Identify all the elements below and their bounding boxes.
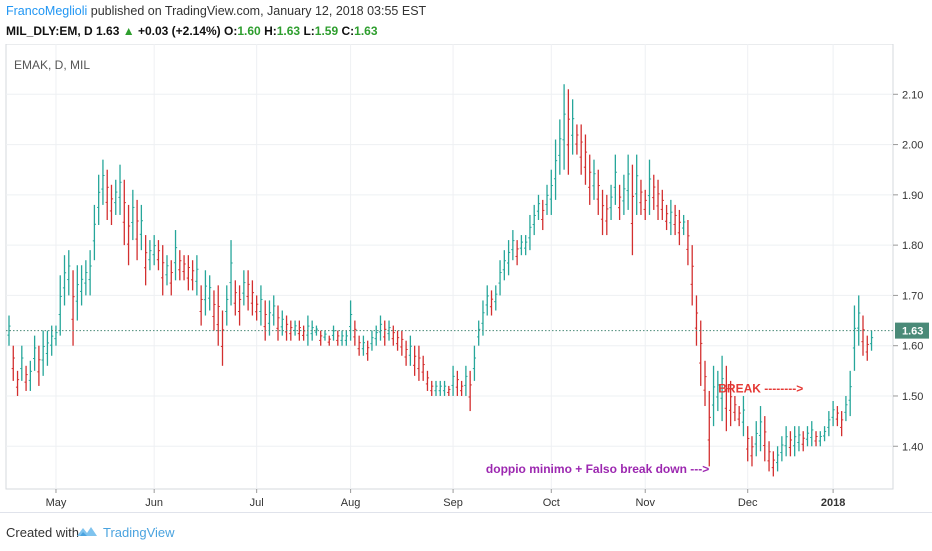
price-bars <box>7 84 874 477</box>
y-tick-label: 1.60 <box>902 341 923 353</box>
low-label: L: <box>303 24 315 38</box>
x-tick-label: May <box>46 497 67 509</box>
y-tick-label: 1.70 <box>902 290 923 302</box>
chart-annotation: doppio minimo + Falso break down ---> <box>486 462 709 476</box>
ohlc-legend: MIL_DLY:EM, D 1.63 ▲ +0.03 (+2.14%) O:1.… <box>6 24 378 38</box>
current-price-tag <box>895 322 929 339</box>
annotations: BREAK --------> doppio minimo + Falso bre… <box>6 330 893 476</box>
x-tick-label: Aug <box>341 497 361 509</box>
created-with-text: Created with <box>6 525 79 540</box>
symbol-label: MIL_DLY:EM, D <box>6 24 93 38</box>
x-tick-label: Jul <box>250 497 264 509</box>
author-link[interactable]: FrancoMeglioli <box>6 4 88 18</box>
y-tick-label: 2.10 <box>902 89 923 101</box>
change-value: +0.03 (+2.14%) <box>137 24 221 38</box>
x-tick-label: Sep <box>443 497 463 509</box>
chart-title: EMAK, D, MIL <box>14 58 90 72</box>
price-axis[interactable]: 2.10 2.00 1.90 1.80 1.70 1.60 1.50 1.40 1.63 <box>893 89 929 453</box>
low-value: 1.59 <box>314 24 339 38</box>
high-label: H: <box>264 24 277 38</box>
time-axis[interactable]: May Jun Jul Aug Sep Oct Nov Dec 2018 <box>46 489 846 509</box>
high-value: 1.63 <box>276 24 301 38</box>
publish-text: published on TradingView.com, January 12… <box>87 4 427 18</box>
current-price-label: 1.63 <box>902 326 923 338</box>
x-tick-label: Oct <box>543 497 560 509</box>
tradingview-logo-icon[interactable] <box>76 523 98 539</box>
x-tick-label: Dec <box>738 497 758 509</box>
x-tick-label: Nov <box>635 497 655 509</box>
tradingview-brand[interactable]: TradingView <box>103 525 175 540</box>
price-chart[interactable]: BREAK --------> doppio minimo + Falso bre… <box>0 44 932 512</box>
y-tick-label: 2.00 <box>902 140 923 152</box>
open-label: O: <box>224 24 238 38</box>
publish-info: FrancoMeglioli published on TradingView.… <box>6 4 426 18</box>
chart-annotation: BREAK --------> <box>718 381 803 395</box>
x-tick-label: 2018 <box>821 497 845 509</box>
up-arrow-icon: ▲ <box>122 24 135 38</box>
grid-lines <box>6 44 893 489</box>
y-tick-label: 1.50 <box>902 391 923 403</box>
open-value: 1.60 <box>237 24 261 38</box>
y-tick-label: 1.40 <box>902 441 923 453</box>
last-price: 1.63 <box>96 24 120 38</box>
y-tick-label: 1.80 <box>902 240 923 252</box>
x-tick-label: Jun <box>145 497 163 509</box>
close-label: C: <box>341 24 355 38</box>
close-value: 1.63 <box>354 24 378 38</box>
footer: Created with TradingView <box>0 512 932 551</box>
y-tick-label: 1.90 <box>902 190 923 202</box>
